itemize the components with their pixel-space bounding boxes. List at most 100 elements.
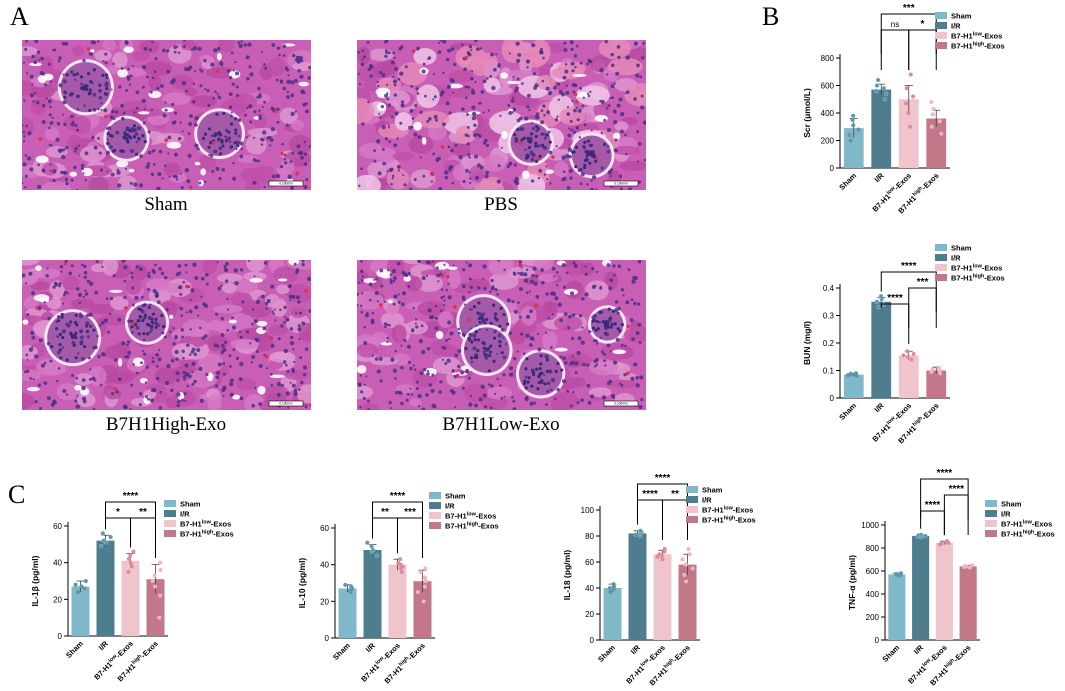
data-point (423, 579, 428, 584)
scale-bar (603, 400, 639, 407)
legend-swatch (935, 22, 947, 29)
significance-bracket (908, 29, 937, 70)
significance-bracket (920, 510, 945, 536)
histology-image-b7h1-low: 0.100mm (357, 260, 646, 410)
data-point (129, 564, 134, 569)
significance-bracket (397, 517, 423, 558)
legend-swatch (935, 254, 947, 261)
bar-1 (628, 533, 647, 640)
legend-swatch (935, 274, 947, 281)
legend-swatch (164, 510, 176, 517)
data-point (905, 349, 910, 354)
legend-label: B7-H1high-Exos (702, 516, 756, 525)
bar-2 (898, 355, 919, 398)
data-point (83, 579, 88, 583)
data-point (906, 111, 911, 115)
significance-bracket (880, 303, 910, 344)
x-tick-label: I/R (912, 643, 926, 657)
data-point (415, 590, 420, 595)
histology-caption-b7h1-high: B7H1High-Exo (105, 414, 227, 435)
data-point (875, 77, 881, 83)
significance-label: **** (123, 491, 139, 502)
y-tick-label: 0 (830, 394, 835, 403)
data-point (150, 579, 155, 583)
y-tick-label: 40 (585, 584, 594, 593)
data-point (937, 119, 942, 124)
data-point (374, 553, 380, 558)
legend-label: B7-H1low-Exos (951, 264, 1002, 273)
significance-label: **** (925, 500, 941, 511)
legend-label: I/R (445, 502, 455, 511)
data-point (343, 582, 348, 587)
data-point (128, 560, 133, 565)
legend-label: B7-H1low-Exos (951, 32, 1002, 41)
y-tick-label: 20 (585, 610, 594, 619)
data-point (399, 570, 404, 574)
bar-0 (843, 128, 864, 168)
histology-image-b7h1-high: 0.100mm (22, 260, 311, 410)
data-point (911, 352, 916, 356)
data-point (79, 584, 84, 589)
legend-label: B7-H1high-Exos (180, 530, 234, 539)
bar-3 (959, 566, 977, 640)
significance-label: * (921, 19, 925, 30)
legend-label: B7-H1low-Exos (1001, 520, 1052, 529)
y-tick-label: 20 (53, 595, 62, 604)
y-axis-label: BUN (mg/l) (802, 321, 812, 365)
legend-label: Sham (951, 244, 972, 253)
y-axis-label: TNF-α (pg/ml) (847, 555, 857, 610)
data-point (945, 539, 950, 544)
data-point (638, 528, 643, 534)
data-point (682, 573, 687, 577)
legend-swatch (935, 32, 947, 39)
legend-label: I/R (951, 254, 961, 263)
x-tick-label: Sham (596, 643, 617, 664)
y-tick-label: 0 (830, 164, 835, 173)
data-point (850, 117, 855, 122)
significance-label: **** (390, 491, 406, 502)
bar-3 (678, 564, 697, 640)
y-tick-label: 400 (821, 109, 835, 118)
legend-swatch (985, 530, 997, 537)
panel-label-c: C (8, 480, 26, 509)
scale-bar-label: 0.100mm (614, 182, 628, 186)
significance-label: ** (381, 507, 389, 518)
data-point (908, 72, 913, 77)
legend-swatch (985, 520, 997, 527)
bar-2 (935, 542, 953, 640)
histology-image-sham: 0.100mm (22, 40, 311, 190)
bar-2 (898, 99, 919, 168)
data-point (901, 353, 906, 358)
data-point (157, 615, 162, 620)
bar-2 (388, 564, 407, 638)
y-tick-label: 100 (581, 506, 595, 515)
data-point (662, 547, 667, 551)
data-point (349, 584, 354, 589)
y-tick-label: 1000 (861, 521, 879, 530)
bar-3 (926, 370, 947, 398)
data-point (108, 534, 113, 540)
significance-label: **** (642, 489, 658, 500)
panel-label-a: A (10, 2, 29, 31)
data-point (854, 371, 859, 376)
significance-bracket (662, 499, 688, 540)
data-point (152, 573, 157, 578)
y-tick-label: 0 (325, 634, 330, 643)
data-point (365, 540, 370, 545)
data-point (398, 557, 403, 562)
legend-label: B7-H1high-Exos (1001, 530, 1055, 539)
data-point (930, 112, 935, 117)
data-point (874, 299, 880, 304)
bar-1 (871, 301, 892, 398)
bar-0 (603, 588, 622, 640)
data-point (929, 100, 934, 104)
significance-bracket (908, 287, 937, 328)
legend-swatch (164, 520, 176, 527)
x-tick-label: Sham (837, 171, 858, 192)
data-point (126, 557, 131, 561)
data-point (970, 563, 975, 568)
legend-label: I/R (1001, 510, 1011, 519)
